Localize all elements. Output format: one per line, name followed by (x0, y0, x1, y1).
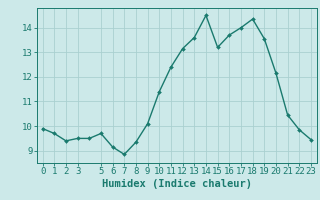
X-axis label: Humidex (Indice chaleur): Humidex (Indice chaleur) (102, 179, 252, 189)
